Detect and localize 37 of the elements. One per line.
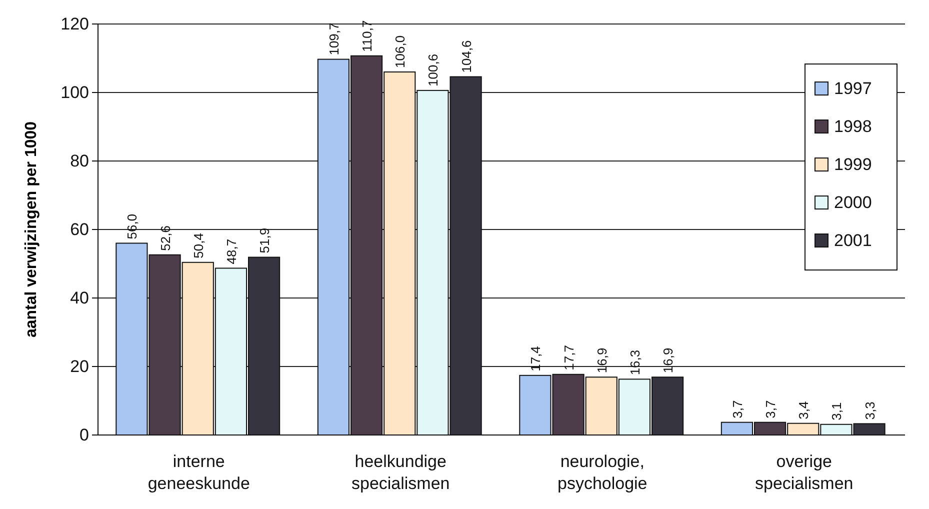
data-label: 3,7 (763, 400, 778, 418)
data-label: 17,4 (528, 346, 544, 372)
data-label: 110,7 (360, 20, 375, 52)
data-label: 3,4 (796, 401, 812, 420)
y-tick-label: 40 (70, 288, 89, 308)
legend-label: 2000 (834, 193, 872, 212)
data-label: 104,6 (458, 40, 474, 73)
y-tick-label: 100 (60, 82, 89, 102)
x-tick-label: neurologie, psychologie (557, 452, 648, 493)
data-label: 3,7 (730, 400, 745, 418)
data-label: 106,0 (392, 35, 408, 68)
y-tick-label: 120 (60, 14, 89, 34)
data-label: 100,6 (426, 54, 441, 86)
data-label: 50,4 (190, 233, 206, 258)
x-tick-label: overige specialismen (754, 452, 854, 493)
y-tick-label: 60 (70, 220, 89, 239)
legend-label: 1999 (834, 155, 872, 174)
y-axis-title: aantal verwijzingen per 1000 (23, 121, 40, 338)
data-label: 3,1 (829, 402, 844, 420)
data-label: 51,9 (257, 228, 272, 254)
data-label: 17,7 (561, 345, 576, 370)
data-label: 52,6 (158, 226, 173, 251)
y-tick-label: 80 (70, 151, 89, 170)
data-label: 56,0 (124, 214, 140, 240)
legend-label: 1998 (834, 117, 872, 136)
x-tick-label: heelkundige specialismen (351, 452, 450, 493)
data-label: 48,7 (224, 238, 239, 264)
data-label: 3,3 (862, 402, 878, 420)
y-tick-label: 20 (70, 356, 89, 376)
legend-label: 2001 (834, 231, 872, 250)
data-label: 109,7 (326, 22, 342, 56)
data-label: 16,3 (627, 350, 642, 376)
data-label: 16,9 (660, 348, 676, 374)
legend-label: 1997 (834, 79, 872, 98)
y-tick-label: 0 (80, 425, 89, 444)
data-label: 16,9 (594, 348, 610, 374)
x-tick-label: interne geneeskunde (148, 452, 250, 493)
